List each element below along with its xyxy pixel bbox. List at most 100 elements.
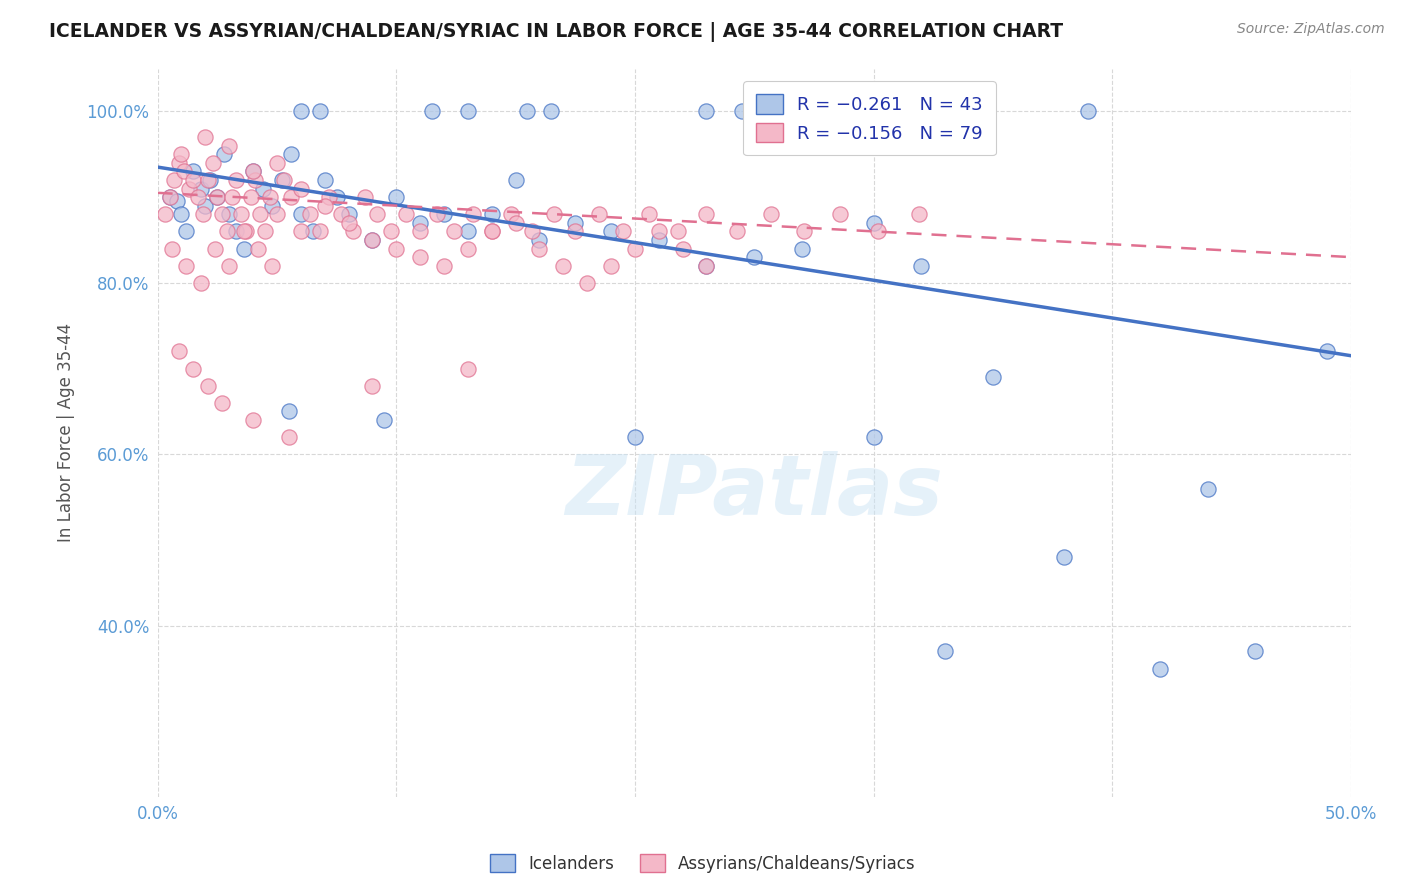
Point — [330, 207, 353, 221]
Point — [553, 259, 575, 273]
Point — [695, 259, 717, 273]
Point — [177, 181, 200, 195]
Point — [385, 242, 408, 256]
Point — [231, 207, 253, 221]
Point — [232, 224, 254, 238]
Point — [277, 430, 299, 444]
Point — [190, 181, 212, 195]
Point — [522, 224, 544, 238]
Point — [638, 207, 661, 221]
Point — [433, 207, 456, 221]
Point — [1053, 550, 1076, 565]
Point — [290, 224, 312, 238]
Point — [221, 190, 243, 204]
Point — [170, 147, 193, 161]
Point — [262, 259, 284, 273]
Point — [695, 207, 717, 221]
Point — [211, 207, 233, 221]
Point — [290, 181, 312, 195]
Point — [249, 207, 271, 221]
Point — [239, 190, 262, 204]
Point — [1197, 482, 1219, 496]
Point — [190, 276, 212, 290]
Text: ICELANDER VS ASSYRIAN/CHALDEAN/SYRIAC IN LABOR FORCE | AGE 35-44 CORRELATION CHA: ICELANDER VS ASSYRIAN/CHALDEAN/SYRIAC IN… — [49, 22, 1063, 42]
Point — [862, 430, 884, 444]
Point — [433, 259, 456, 273]
Point — [314, 173, 336, 187]
Point — [183, 173, 205, 187]
Point — [830, 207, 852, 221]
Point — [191, 207, 214, 221]
Y-axis label: In Labor Force | Age 35-44: In Labor Force | Age 35-44 — [58, 323, 75, 542]
Point — [252, 181, 274, 195]
Point — [211, 396, 233, 410]
Point — [207, 190, 229, 204]
Point — [540, 104, 562, 119]
Point — [160, 242, 183, 256]
Point — [1077, 104, 1099, 119]
Point — [420, 104, 443, 119]
Point — [481, 224, 503, 238]
Point — [187, 190, 209, 204]
Point — [373, 413, 395, 427]
Text: Source: ZipAtlas.com: Source: ZipAtlas.com — [1237, 22, 1385, 37]
Point — [273, 173, 295, 187]
Point — [529, 242, 551, 256]
Point — [908, 207, 931, 221]
Point — [742, 250, 765, 264]
Point — [1244, 644, 1267, 658]
Point — [624, 430, 647, 444]
Point — [218, 207, 240, 221]
Point — [167, 344, 190, 359]
Point — [529, 233, 551, 247]
Point — [727, 224, 749, 238]
Point — [385, 190, 408, 204]
Point — [564, 216, 586, 230]
Point — [457, 361, 479, 376]
Point — [600, 259, 623, 273]
Point — [167, 156, 190, 170]
Point — [207, 190, 229, 204]
Point — [505, 216, 527, 230]
Point — [354, 190, 377, 204]
Point — [325, 190, 347, 204]
Point — [695, 259, 717, 273]
Point — [910, 259, 932, 273]
Point — [934, 644, 956, 658]
Point — [262, 199, 284, 213]
Point — [576, 276, 599, 290]
Point — [166, 194, 188, 209]
Point — [314, 199, 336, 213]
Point — [457, 224, 479, 238]
Point — [183, 361, 205, 376]
Point — [197, 378, 219, 392]
Point — [225, 224, 247, 238]
Point — [235, 224, 257, 238]
Point — [409, 216, 432, 230]
Point — [564, 224, 586, 238]
Point — [309, 224, 332, 238]
Point — [242, 164, 264, 178]
Legend: Icelanders, Assyrians/Chaldeans/Syriacs: Icelanders, Assyrians/Chaldeans/Syriacs — [484, 847, 922, 880]
Point — [174, 224, 197, 238]
Point — [277, 404, 299, 418]
Point — [173, 164, 195, 178]
Point — [290, 104, 312, 119]
Point — [225, 173, 247, 187]
Point — [242, 413, 264, 427]
Point — [862, 216, 884, 230]
Point — [246, 242, 269, 256]
Point — [457, 242, 479, 256]
Point — [232, 242, 254, 256]
Point — [731, 104, 754, 119]
Point — [380, 224, 402, 238]
Point — [253, 224, 276, 238]
Point — [543, 207, 565, 221]
Point — [218, 138, 240, 153]
Point — [499, 207, 522, 221]
Point — [198, 173, 221, 187]
Point — [409, 250, 432, 264]
Text: ZIPatlas: ZIPatlas — [565, 450, 943, 532]
Point — [395, 207, 418, 221]
Point — [159, 190, 181, 204]
